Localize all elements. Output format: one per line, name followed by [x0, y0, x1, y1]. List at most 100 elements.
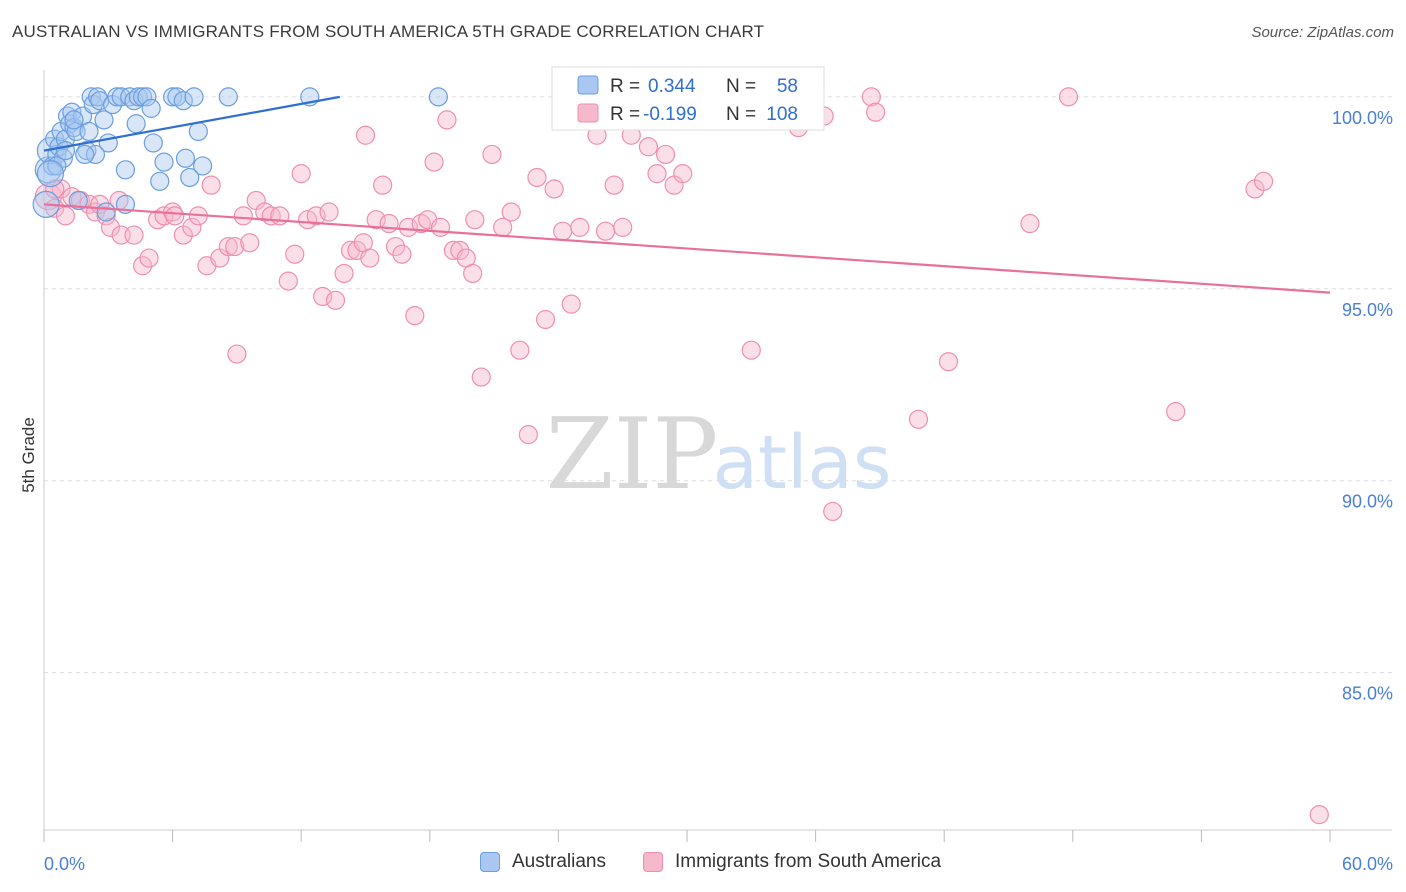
data-point: [141, 98, 161, 118]
data-point: [45, 179, 65, 199]
data-point: [98, 133, 118, 153]
legend-r-value-2: -0.199: [643, 104, 697, 125]
trendline-australians: [43, 95, 340, 152]
data-point: [233, 206, 253, 226]
data-point: [527, 167, 547, 188]
data-point: [437, 110, 457, 130]
data-point: [392, 244, 412, 264]
y-tick-labels: 100.0% 95.0% 90.0% 85.0%: [1332, 108, 1393, 704]
trendline-immigrants: [43, 203, 1331, 294]
data-point: [165, 206, 185, 226]
data-point: [270, 206, 290, 226]
legend-r-label-2: R =: [610, 104, 640, 125]
data-point: [218, 236, 238, 257]
data-point: [355, 125, 376, 145]
data-point: [385, 236, 406, 257]
data-point: [360, 248, 380, 268]
data-point: [1253, 171, 1274, 191]
data-point: [184, 87, 204, 107]
data-point: [173, 91, 193, 111]
data-point: [379, 213, 399, 234]
axes: [43, 70, 1392, 842]
data-point: [139, 248, 159, 268]
bottom-legend: Australians Immigrants from South Americ…: [0, 851, 1406, 879]
data-point: [595, 221, 616, 241]
data-point: [938, 352, 959, 372]
data-point: [53, 148, 73, 168]
data-point: [55, 206, 76, 226]
legend-swatch-blue: [577, 75, 599, 95]
data-point: [150, 171, 170, 191]
legend-n-value-1: 58: [777, 76, 798, 97]
data-point: [638, 137, 659, 157]
data-point: [225, 236, 245, 257]
legend-swatch-pink: [577, 103, 599, 123]
data-point: [866, 102, 886, 122]
data-point: [75, 144, 95, 165]
data-point: [218, 87, 238, 107]
data-point: [1020, 213, 1040, 234]
data-point: [313, 286, 333, 307]
legend-swatch-immigrants: [643, 852, 663, 872]
x-tick-label-max: 60.0%: [1342, 854, 1393, 874]
watermark-atlas: atlas: [713, 420, 892, 506]
data-point: [100, 217, 121, 237]
data-point: [126, 114, 146, 134]
data-point: [319, 202, 339, 222]
data-point: [182, 217, 202, 237]
data-point: [823, 501, 843, 522]
data-point: [240, 233, 260, 253]
data-point: [201, 175, 221, 195]
data-point: [373, 175, 393, 195]
data-point: [193, 156, 213, 176]
data-point: [430, 217, 451, 237]
data-point: [741, 340, 761, 360]
data-point: [55, 141, 76, 161]
data-point: [861, 87, 881, 107]
data-point: [227, 344, 247, 364]
data-point: [79, 121, 99, 142]
y-tick-label: 90.0%: [1342, 492, 1393, 512]
series-australians-points: [32, 87, 448, 222]
legend-n-label-1: N =: [726, 76, 756, 97]
data-point: [366, 210, 386, 230]
data-point: [143, 133, 163, 153]
data-point: [510, 340, 530, 360]
data-point: [544, 179, 564, 199]
data-point: [124, 225, 144, 245]
data-point: [175, 148, 196, 168]
legend-item-immigrants[interactable]: Immigrants from South America: [643, 851, 941, 873]
data-point: [137, 87, 157, 107]
data-point: [291, 164, 311, 184]
watermark-zip: ZIP: [546, 398, 719, 512]
legend-r-label-1: R =: [610, 76, 640, 97]
source-label: Source: ZipAtlas.com: [1251, 24, 1394, 41]
legend-item-australians[interactable]: Australians: [480, 851, 606, 873]
y-tick-label: 100.0%: [1332, 108, 1393, 128]
data-point: [180, 167, 200, 188]
data-point: [463, 263, 483, 284]
trendlines: [43, 95, 1331, 294]
data-point: [535, 309, 556, 330]
x-tick-label-min: 0.0%: [44, 854, 85, 874]
stats-legend: R = 0.344 N = 58 R = -0.199 N = 108: [551, 66, 825, 131]
data-point: [325, 290, 346, 310]
data-point: [673, 164, 693, 184]
legend-swatch-australians: [480, 852, 500, 872]
y-tick-label: 95.0%: [1342, 300, 1393, 320]
data-point: [1309, 805, 1329, 825]
data-point: [647, 164, 667, 184]
chart-title: AUSTRALIAN VS IMMIGRANTS FROM SOUTH AMER…: [12, 22, 765, 41]
data-point: [188, 121, 208, 142]
data-point: [154, 152, 174, 172]
data-point: [96, 202, 116, 222]
data-point: [613, 217, 633, 237]
data-point: [398, 217, 418, 237]
data-point: [561, 294, 581, 314]
data-point: [285, 244, 305, 264]
data-point: [278, 271, 298, 291]
legend-n-label-2: N =: [726, 104, 756, 125]
data-point: [163, 87, 183, 107]
data-point: [334, 263, 354, 284]
